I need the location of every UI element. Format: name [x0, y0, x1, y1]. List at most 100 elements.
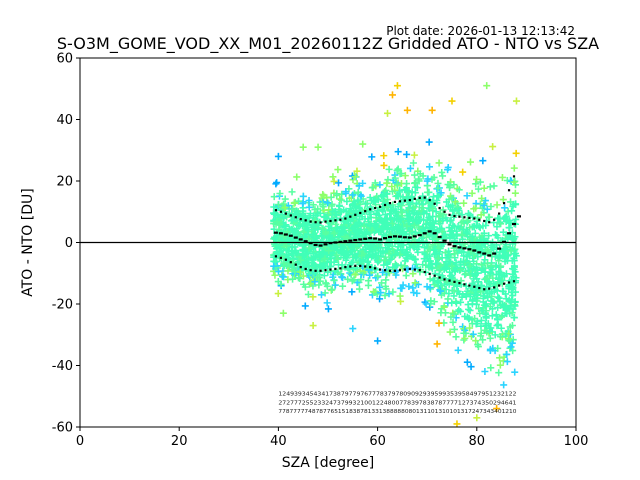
data-point — [374, 207, 382, 215]
series-marker — [443, 210, 446, 213]
data-point — [435, 159, 443, 167]
data-point — [324, 268, 332, 276]
data-point — [277, 280, 285, 288]
data-point — [448, 299, 456, 307]
data-point — [317, 291, 325, 299]
data-point — [270, 262, 278, 270]
data-point — [430, 173, 438, 181]
data-point — [388, 182, 396, 190]
data-point — [383, 179, 391, 187]
data-point — [508, 207, 516, 215]
data-point — [473, 269, 481, 277]
data-point — [481, 197, 489, 205]
series-marker — [378, 205, 382, 208]
data-point — [378, 279, 386, 287]
data-point — [311, 206, 319, 214]
data-point — [468, 232, 476, 240]
data-point — [332, 220, 340, 228]
data-point — [348, 277, 356, 285]
data-point — [355, 182, 363, 190]
data-point — [512, 149, 520, 157]
data-point — [338, 273, 346, 281]
series-marker — [298, 238, 303, 241]
data-point — [450, 181, 458, 189]
data-point — [281, 204, 289, 212]
data-point — [393, 82, 401, 90]
data-point — [353, 167, 361, 175]
chart-title: S-O3M_GOME_VOD_XX_M01_20260112Z Gridded … — [57, 34, 599, 54]
series-marker — [378, 238, 383, 241]
data-point — [394, 165, 402, 173]
data-point — [486, 345, 494, 353]
data-point — [276, 249, 284, 257]
data-point — [409, 284, 417, 292]
data-point — [510, 178, 518, 186]
data-point — [496, 361, 504, 369]
data-point — [330, 230, 338, 238]
series-marker — [334, 219, 337, 222]
data-point — [376, 283, 384, 291]
data-point — [466, 158, 474, 166]
data-point — [472, 222, 480, 230]
series-marker — [284, 258, 287, 261]
data-point — [319, 191, 327, 199]
data-point — [355, 285, 363, 293]
data-point — [409, 270, 417, 278]
data-point — [381, 211, 389, 219]
data-point — [342, 256, 350, 264]
series-marker — [294, 216, 297, 219]
data-point — [413, 289, 421, 297]
series-marker — [502, 240, 507, 243]
data-point — [419, 192, 427, 200]
data-point — [386, 210, 394, 218]
data-point — [299, 207, 307, 215]
data-point — [310, 249, 318, 257]
series-marker — [512, 280, 516, 283]
data-point — [361, 267, 369, 275]
data-point — [430, 298, 438, 306]
data-point — [502, 218, 510, 226]
data-point — [497, 269, 505, 277]
series-marker — [458, 215, 461, 218]
series-marker — [392, 235, 397, 238]
data-point — [435, 319, 443, 327]
data-point — [512, 252, 520, 260]
data-point — [468, 297, 476, 305]
data-point — [432, 260, 440, 268]
data-point — [366, 271, 374, 279]
data-point — [460, 199, 468, 207]
data-point — [319, 225, 327, 233]
data-point — [507, 343, 515, 351]
data-point — [345, 226, 353, 234]
data-point — [340, 224, 348, 232]
data-point — [503, 176, 511, 184]
data-point — [306, 234, 314, 242]
data-point — [460, 248, 468, 256]
data-point — [274, 201, 282, 209]
data-point — [329, 173, 337, 181]
data-point — [499, 196, 507, 204]
data-point — [401, 172, 409, 180]
series-marker — [402, 236, 407, 239]
data-point — [409, 159, 417, 167]
data-point — [478, 194, 486, 202]
data-point — [505, 283, 513, 291]
series-marker — [273, 231, 278, 234]
data-point — [309, 322, 317, 330]
data-point — [511, 233, 519, 241]
data-point — [473, 320, 481, 328]
data-point — [377, 289, 385, 297]
data-point — [416, 170, 424, 178]
data-point — [479, 298, 487, 306]
data-point — [420, 216, 428, 224]
data-point — [321, 289, 329, 297]
data-point — [393, 166, 401, 174]
data-point — [404, 206, 412, 214]
series-marker — [334, 267, 337, 271]
x-tick-label: 60 — [369, 434, 386, 449]
data-point — [438, 168, 446, 176]
series-marker — [473, 217, 476, 220]
series-marker — [369, 208, 372, 211]
series-marker — [378, 268, 382, 271]
data-point — [510, 314, 518, 322]
